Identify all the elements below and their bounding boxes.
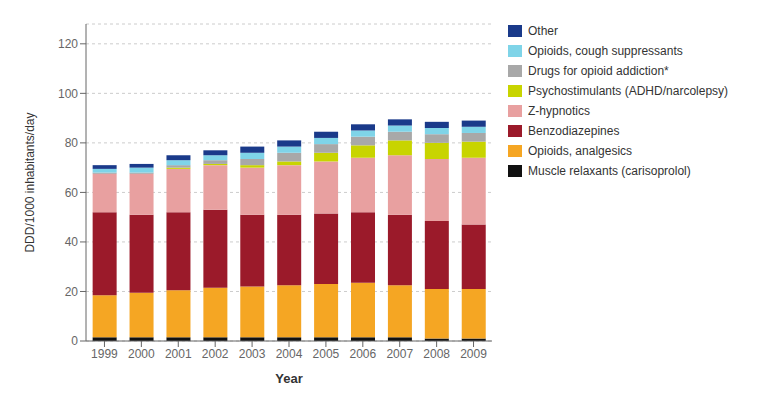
svg-text:2000: 2000: [128, 347, 155, 361]
html-text:Opioids, analgesics: Opioids, analgesics: [528, 144, 633, 158]
svg-text:120: 120: [58, 37, 78, 51]
svg-text:1999: 1999: [91, 347, 118, 361]
svg-text:2001: 2001: [165, 347, 192, 361]
html-text:Z-hypnotics: Z-hypnotics: [528, 104, 590, 118]
svg-text:40: 40: [65, 235, 79, 249]
svg-text:DDD/1000 inhabitants/day: DDD/1000 inhabitants/day: [23, 112, 37, 252]
html-text:Other: Other: [528, 24, 558, 38]
svg-text:2005: 2005: [313, 347, 340, 361]
html-text:Benzodiazepines: Benzodiazepines: [528, 124, 620, 138]
svg-text:100: 100: [58, 87, 78, 101]
svg-text:2006: 2006: [349, 347, 376, 361]
svg-text:2003: 2003: [239, 347, 266, 361]
svg-text:80: 80: [65, 136, 79, 150]
svg-text:2009: 2009: [460, 347, 487, 361]
html-text:Opioids, cough suppressants: Opioids, cough suppressants: [528, 44, 683, 58]
html-text:Muscle relaxants (carisoprolol: Muscle relaxants (carisoprolol): [528, 164, 691, 178]
html-text:Drugs for opioid addiction*: Drugs for opioid addiction*: [528, 64, 669, 78]
svg-text:60: 60: [65, 186, 79, 200]
svg-text:2002: 2002: [202, 347, 229, 361]
svg-text:2007: 2007: [386, 347, 413, 361]
html-text:Psychostimulants (ADHD/narcole: Psychostimulants (ADHD/narcolepsy): [528, 84, 729, 98]
svg-text:2008: 2008: [423, 347, 450, 361]
svg-text:2004: 2004: [276, 347, 303, 361]
svg-text:20: 20: [65, 285, 79, 299]
svg-text:0: 0: [71, 334, 78, 348]
svg-text:Year: Year: [275, 371, 302, 386]
